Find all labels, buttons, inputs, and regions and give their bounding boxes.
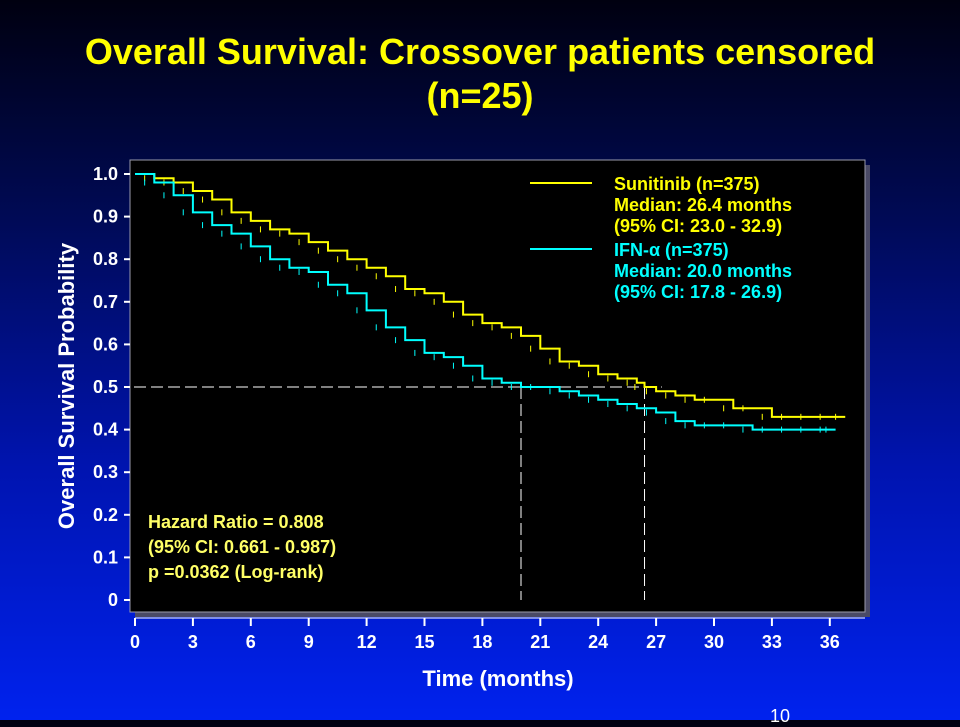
stats-annotation-0: Hazard Ratio = 0.808 — [148, 512, 324, 532]
slide-number: 10 — [770, 706, 791, 726]
x-tick-label: 3 — [188, 632, 198, 652]
stats-annotation-2: p =0.0362 (Log-rank) — [148, 562, 324, 582]
legend-text-1-0: IFN-α (n=375) — [614, 240, 729, 260]
y-tick-label: 0 — [108, 590, 118, 610]
stats-annotation-1: (95% CI: 0.661 - 0.987) — [148, 537, 336, 557]
legend-text-1-1: Median: 20.0 months — [614, 261, 792, 281]
censor-marks-1 — [144, 179, 827, 433]
legend-text-0-1: Median: 26.4 months — [614, 195, 792, 215]
plot-area — [129, 159, 866, 613]
x-tick-label: 27 — [646, 632, 666, 652]
x-axis-title: Time (months) — [422, 666, 573, 691]
x-tick-label: 24 — [588, 632, 608, 652]
y-tick-label: 0.7 — [93, 292, 118, 312]
y-tick-label: 0.6 — [93, 334, 118, 354]
legend-text-1-2: (95% CI: 17.8 - 26.9) — [614, 282, 782, 302]
x-tick-label: 12 — [357, 632, 377, 652]
x-tick-label: 36 — [820, 632, 840, 652]
legend-text-0-2: (95% CI: 23.0 - 32.9) — [614, 216, 782, 236]
y-tick-label: 0.5 — [93, 377, 118, 397]
y-tick-label: 0.3 — [93, 462, 118, 482]
x-tick-label: 33 — [762, 632, 782, 652]
y-tick-label: 0.4 — [93, 420, 118, 440]
y-tick-label: 0.8 — [93, 249, 118, 269]
title-line-2: (n=25) — [426, 75, 534, 116]
y-tick-label: 0.9 — [93, 207, 118, 227]
x-tick-label: 15 — [414, 632, 434, 652]
y-tick-label: 1.0 — [93, 164, 118, 184]
title-line-1: Overall Survival: Crossover patients cen… — [84, 31, 876, 72]
y-tick-label: 0.1 — [93, 547, 118, 567]
x-tick-label: 6 — [246, 632, 256, 652]
slide-title: Overall Survival: Crossover patients cen… — [0, 30, 960, 118]
censor-marks-0 — [144, 175, 837, 420]
x-tick-label: 18 — [472, 632, 492, 652]
x-tick-label: 0 — [130, 632, 140, 652]
y-tick-label: 0.2 — [93, 505, 118, 525]
legend-text-0-0: Sunitinib (n=375) — [614, 174, 760, 194]
survival-curve-0 — [135, 173, 846, 418]
x-tick-label: 21 — [530, 632, 550, 652]
survival-curve-1 — [135, 173, 836, 431]
x-tick-label: 9 — [304, 632, 314, 652]
y-axis-title: Overall Survival Probability — [54, 242, 79, 529]
x-tick-label: 30 — [704, 632, 724, 652]
